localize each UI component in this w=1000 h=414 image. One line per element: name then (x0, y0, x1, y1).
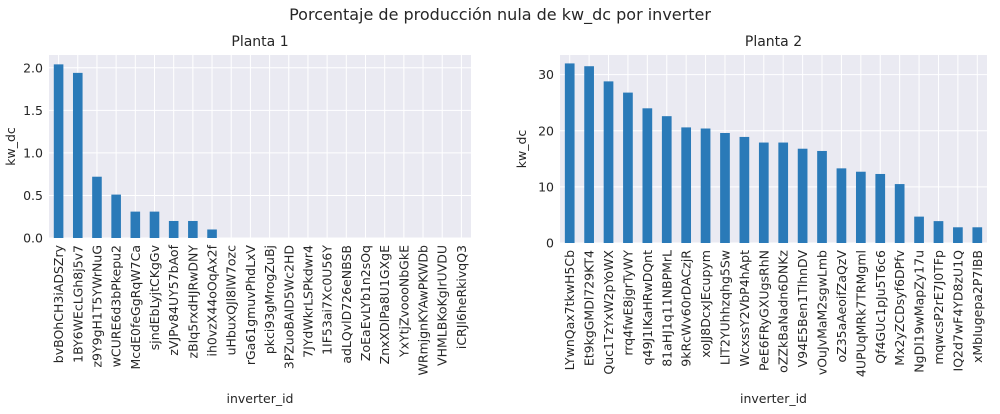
bar (149, 211, 160, 238)
y-axis-label: kw_dc (3, 127, 18, 166)
bar (875, 173, 886, 243)
x-tick-label: rrq4fwE8jgrTyWY (620, 250, 635, 356)
x-tick-label: q49J1IKaHRwDQnt (640, 250, 655, 365)
x-axis-label: inverter_id (740, 391, 807, 406)
x-tick-label: Qf4GUc1pJu5T6c6 (873, 250, 888, 364)
bar (623, 92, 633, 243)
bar (972, 227, 983, 243)
x-tick-label: oZZkBaNadn6DNKz (776, 250, 791, 373)
x-tick-label: mqwcsP2rE7J0TFp (931, 250, 946, 365)
chart-panel-planta-1: 0.0 0.5 1.0 1.5 2.0 bvBOhCH3iADSZry 1BY6WEcLGh… (3, 34, 471, 406)
bar (53, 64, 64, 238)
x-tick-label: uHbuxQJl8lW7ozc (224, 245, 239, 356)
chart-suptitle: Porcentaje de producción nula de kw_dc p… (289, 5, 711, 25)
y-tick-label: 0.0 (23, 231, 43, 246)
y-tick-label: 0 (546, 236, 554, 251)
x-tick-label: V94E5Ben1TlhnDV (795, 250, 810, 368)
bar (778, 142, 789, 243)
x-tick-label: WcxssY2VbP4hApt (737, 250, 752, 367)
x-axis-label: inverter_id (226, 391, 293, 406)
bar (855, 171, 866, 243)
y-tick-label: 1.5 (23, 103, 43, 118)
x-tick-label: 7JYdWkrLSPkdwr4 (300, 245, 315, 358)
x-tick-label: z9Y9gH1T5YWrNuG (89, 245, 104, 368)
chart-panel-planta-2: 0 10 20 30 LYwnQax7tkwH5Cb Et9kgGMDl729KT4 Quc… (514, 34, 987, 406)
bar (642, 108, 653, 243)
x-tick-label: 81aHJ1q11NBPMrL (659, 250, 674, 367)
bar (92, 176, 102, 238)
bar (836, 168, 847, 243)
x-tick-label: xMbIugepa2P7lBB (970, 250, 985, 363)
x-tick-label: adLQvlD726eNBSB (339, 245, 354, 364)
x-tick-label: 1BY6WEcLGh8j5v7 (70, 245, 85, 363)
y-tick-label: 1.0 (23, 145, 43, 160)
x-tick-label: pkci93gMrogZuBj (262, 245, 277, 354)
bar (168, 220, 179, 238)
bar (817, 150, 827, 243)
y-tick-label: 20 (538, 123, 554, 138)
x-tick-label: rGa61gmuvPhdLxV (243, 245, 258, 366)
bar (72, 72, 83, 238)
bar (720, 133, 730, 243)
x-tick-label: 9kRcWv60rDACzjR (679, 250, 694, 367)
x-tick-label: McdE0feGgRqW7Ca (128, 245, 143, 369)
bar (914, 216, 924, 243)
y-tick-label: 2.0 (23, 60, 43, 75)
bar (130, 211, 141, 238)
bar (564, 63, 575, 244)
bar (953, 227, 963, 243)
x-tick-label: WRmjgnKYAwPKWDb (416, 245, 431, 376)
x-tick-label: 3PZuoBAID5Wc2HD (281, 245, 296, 369)
bar (797, 148, 808, 243)
x-tick-label: bvBOhCH3iADSZry (51, 244, 66, 363)
y-tick-label: 10 (538, 179, 554, 194)
y-axis-label: kw_dc (514, 130, 529, 169)
x-tick-label: IQ2d7wF4YD8zU1Q (950, 250, 965, 372)
bar (111, 194, 121, 238)
x-tick-label: oZ35aAeoifZaQzV (834, 250, 849, 363)
y-tick-label: 0.5 (23, 188, 43, 203)
bar (661, 116, 672, 243)
bar (207, 229, 217, 238)
x-tick-label: 1IF53ai7Xc0U56Y (320, 245, 335, 355)
x-tick-label: ih0vzX44oOqAx2f (205, 244, 220, 356)
x-tick-label: zBIq5rxdHJRwDNY (185, 245, 200, 359)
bar (758, 142, 769, 243)
x-tick-label: Et9kgGMDl729KT4 (582, 250, 597, 366)
x-tick-label: sjndEbLyjtCKgGv (147, 244, 162, 350)
x-tick-label: LYwnQax7tkwH5Cb (562, 250, 577, 370)
x-tick-label: ZoEaEvLYb1n2sOq (358, 245, 373, 361)
x-tick-label: Mx2yZCDsyf6DPfv (892, 249, 907, 365)
x-tick-label: LlT2YUhhzqhg5Sw (717, 250, 732, 365)
x-tick-label: 4UPUqMRk7TRMgml (853, 250, 868, 377)
y-tick-label: 30 (538, 67, 554, 82)
bar (700, 128, 711, 243)
x-tick-label: YxYtjZvoooNbGkE (396, 245, 411, 358)
bar (894, 184, 905, 243)
bar (603, 81, 614, 243)
x-tick-label: VHMLBKoKgIrUVDU (435, 245, 450, 366)
bar (188, 220, 198, 238)
x-tick-label: vOuJvMaM2sgwLmb (815, 250, 830, 375)
bar (584, 66, 594, 243)
x-tick-label: ZnxXDlPa8U1GXgE (377, 245, 392, 364)
bar (681, 127, 692, 243)
bar (933, 221, 944, 243)
x-tick-label: zVJPv84UY57bAof (166, 244, 181, 355)
x-tick-label: Quc1TzYxW2pYoWX (601, 250, 616, 375)
x-tick-label: PeE6FRyGXUgsRhN (756, 250, 771, 371)
x-tick-label: iCRJl6heRkivqQ3 (454, 245, 469, 349)
panel-title: Planta 1 (231, 34, 288, 50)
bar (739, 136, 750, 243)
x-tick-label: NgDl19wMapZy17u (912, 250, 927, 373)
panel-title: Planta 2 (745, 34, 802, 50)
x-tick-label: wCURE6d3bPkepu2 (109, 245, 124, 367)
x-tick-label: xoJJ8DcxJEcupym (698, 250, 713, 358)
